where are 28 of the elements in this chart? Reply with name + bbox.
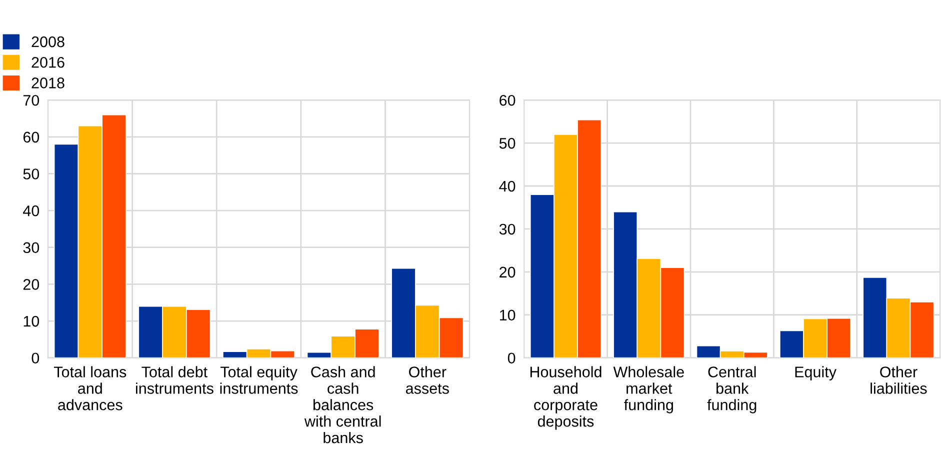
- y-tick-label: 50: [23, 168, 40, 180]
- x-tick-label: Total debt instruments: [136, 366, 214, 394]
- y-tick-label: 0: [32, 352, 40, 364]
- y-tick-label: 60: [500, 94, 516, 106]
- y-tick-label: 30: [499, 224, 516, 235]
- legend-label: 2018: [32, 78, 64, 88]
- x-tick-label: Equity: [795, 366, 836, 380]
- x-tick-label: Total loans and advances: [54, 366, 126, 410]
- x-tick-label: Other assets: [406, 366, 449, 394]
- y-tick-label: 20: [23, 279, 40, 290]
- x-tick-label: Other liabilities: [870, 366, 927, 394]
- x-tick-label: Household and corporate deposits: [530, 366, 602, 430]
- y-tick-label: 20: [500, 266, 516, 278]
- x-tick-label: Central bank funding: [707, 366, 756, 414]
- x-tick-label: Cash and cash balances with central banks: [304, 366, 381, 444]
- y-tick-label: 40: [499, 180, 516, 192]
- y-tick-label: 50: [499, 138, 516, 149]
- y-tick-label: 40: [23, 205, 40, 216]
- x-tick-label: Total equity instruments: [220, 366, 298, 394]
- y-tick-label: 30: [23, 242, 40, 254]
- y-tick-label: 60: [23, 132, 40, 143]
- legend-label: 2008: [32, 36, 64, 48]
- x-tick-label: Wholesale market funding: [613, 366, 684, 414]
- y-tick-label: 70: [23, 94, 40, 106]
- y-tick-label: 10: [500, 310, 516, 321]
- y-tick-label: 0: [508, 352, 516, 364]
- legend-label: 2016: [32, 56, 64, 68]
- y-tick-label: 10: [24, 316, 40, 327]
